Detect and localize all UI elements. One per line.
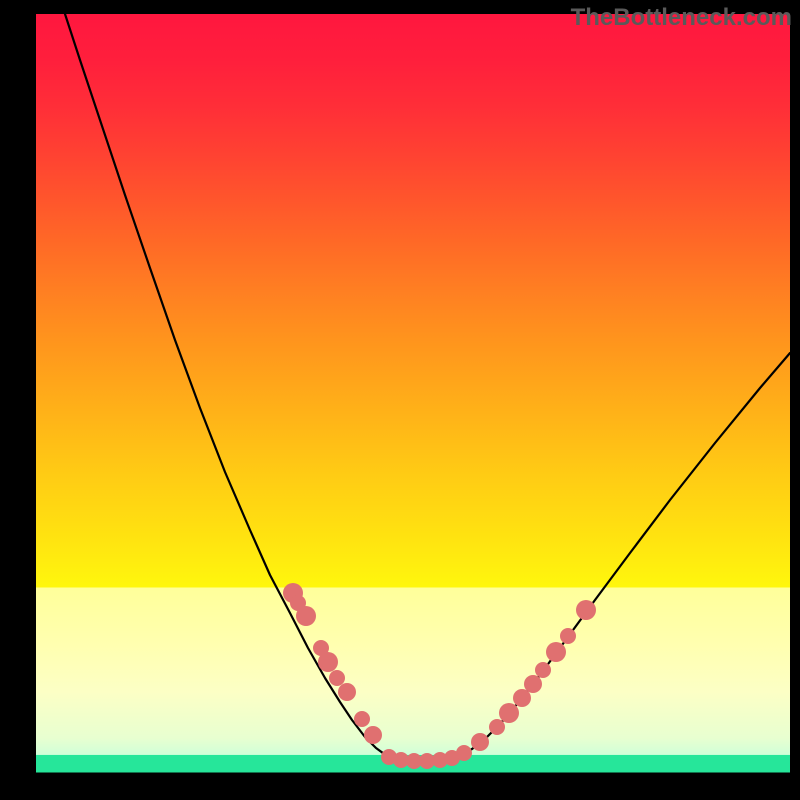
marker-right <box>560 628 576 644</box>
marker-right <box>471 733 489 751</box>
marker-left <box>354 711 370 727</box>
chart-svg <box>0 0 800 800</box>
marker-valley <box>456 745 472 761</box>
watermark-text: TheBottleneck.com <box>571 4 792 32</box>
marker-left <box>296 606 316 626</box>
marker-right <box>524 675 542 693</box>
marker-right <box>513 689 531 707</box>
chart-container: TheBottleneck.com <box>0 0 800 800</box>
marker-right <box>499 703 519 723</box>
marker-right <box>535 662 551 678</box>
marker-right <box>576 600 596 620</box>
marker-left <box>364 726 382 744</box>
marker-left <box>338 683 356 701</box>
marker-left <box>329 670 345 686</box>
marker-right <box>546 642 566 662</box>
plot-background <box>36 14 790 784</box>
marker-left <box>318 652 338 672</box>
marker-right <box>489 719 505 735</box>
